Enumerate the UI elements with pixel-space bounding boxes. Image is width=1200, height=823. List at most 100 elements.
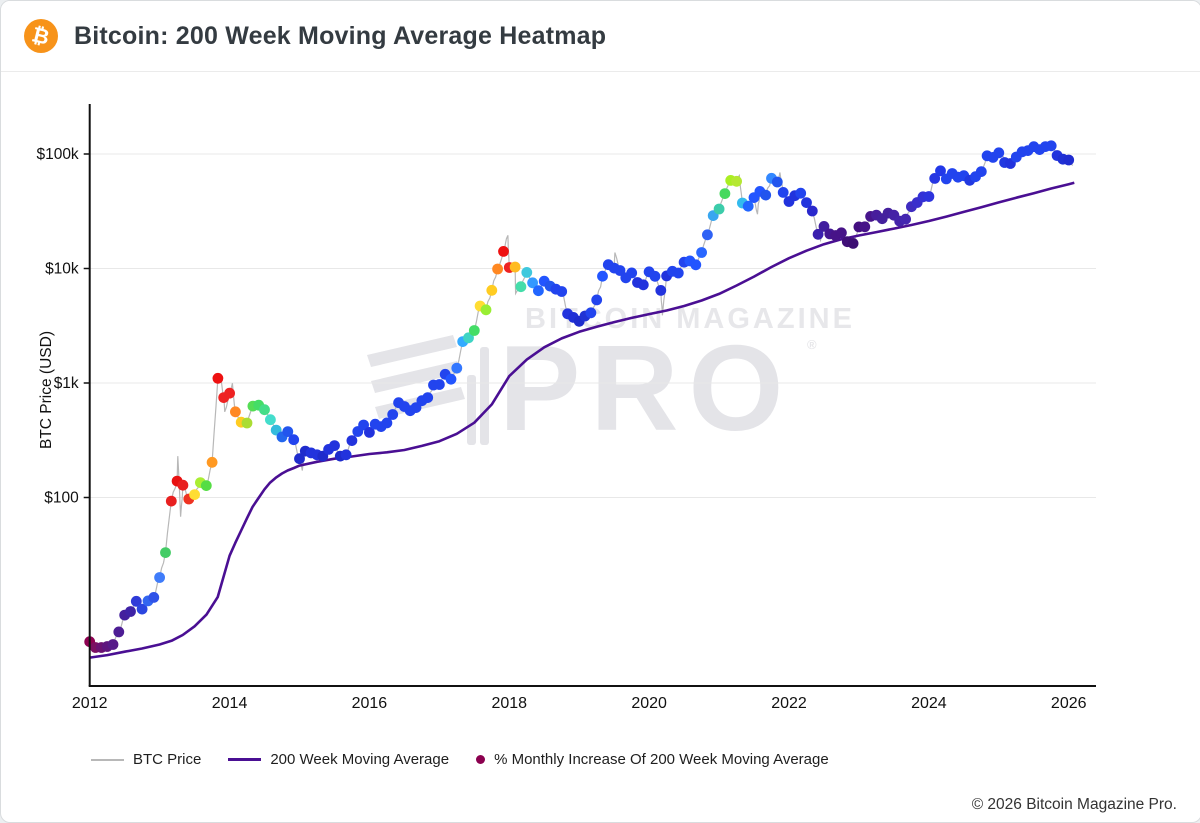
bitcoin-glyph: ₿ bbox=[29, 22, 53, 50]
heatmap-dot[interactable] bbox=[445, 373, 457, 385]
heatmap-dot[interactable] bbox=[591, 294, 603, 306]
heatmap-dot[interactable] bbox=[742, 200, 754, 212]
page-title: Bitcoin: 200 Week Moving Average Heatmap bbox=[74, 21, 607, 50]
y-tick-label: $10k bbox=[45, 261, 79, 278]
heatmap-dot[interactable] bbox=[509, 261, 521, 273]
heatmap-dot[interactable] bbox=[1063, 154, 1075, 166]
heatmap-dot[interactable] bbox=[801, 197, 812, 209]
heatmap-dot[interactable] bbox=[719, 188, 731, 200]
heatmap-dot[interactable] bbox=[468, 325, 480, 336]
heatmap-dot[interactable] bbox=[463, 332, 474, 344]
heatmap-dot[interactable] bbox=[702, 229, 713, 241]
heatmap-dot[interactable] bbox=[690, 259, 702, 271]
x-tick-label: 2022 bbox=[771, 695, 807, 712]
heatmap-dot[interactable] bbox=[935, 165, 946, 177]
heatmap-dot[interactable] bbox=[637, 279, 649, 291]
heatmap-dot[interactable] bbox=[527, 277, 538, 289]
heatmap-dot[interactable] bbox=[900, 213, 911, 225]
heatmap-dot[interactable] bbox=[498, 246, 509, 257]
heatmap-dot[interactable] bbox=[294, 453, 305, 465]
heatmap-dot[interactable] bbox=[165, 495, 177, 507]
heatmap-dot[interactable] bbox=[381, 417, 393, 429]
heatmap-dot[interactable] bbox=[672, 267, 684, 279]
heatmap-dot[interactable] bbox=[806, 205, 818, 217]
heatmap-dot[interactable] bbox=[713, 203, 725, 215]
heatmap-dot[interactable] bbox=[760, 189, 772, 201]
heatmap-dot[interactable] bbox=[486, 284, 498, 296]
legend-item-monthly-increase[interactable]: % Monthly Increase Of 200 Week Moving Av… bbox=[476, 751, 829, 768]
heatmap-dot[interactable] bbox=[340, 449, 352, 461]
y-tick-label: $1k bbox=[54, 375, 79, 392]
heatmap-dot[interactable] bbox=[125, 606, 136, 617]
heatmap-dot[interactable] bbox=[434, 379, 445, 390]
bitcoin-logo-icon: ₿ bbox=[24, 19, 58, 53]
legend-label: BTC Price bbox=[133, 751, 202, 768]
heatmap-dot[interactable] bbox=[836, 227, 847, 239]
legend-item-200wma[interactable]: 200 Week Moving Average bbox=[228, 751, 449, 768]
x-tick-label: 2026 bbox=[1051, 695, 1087, 712]
heatmap-dot[interactable] bbox=[177, 479, 189, 491]
wma-line bbox=[89, 181, 1075, 659]
x-tick-label: 2014 bbox=[212, 695, 248, 712]
heatmap-dot[interactable] bbox=[847, 238, 859, 249]
heatmap-dot[interactable] bbox=[492, 263, 503, 275]
heatmap-dot[interactable] bbox=[585, 307, 597, 319]
heatmap-dot[interactable] bbox=[812, 228, 824, 240]
y-tick-label: $100k bbox=[36, 146, 78, 163]
heatmap-dot[interactable] bbox=[521, 267, 533, 278]
legend-label: % Monthly Increase Of 200 Week Moving Av… bbox=[494, 751, 829, 768]
heatmap-dot[interactable] bbox=[975, 166, 987, 178]
heatmap-dot[interactable] bbox=[136, 603, 148, 615]
heatmap-dot[interactable] bbox=[200, 480, 212, 491]
heatmap-dot[interactable] bbox=[515, 281, 527, 293]
heatmap-dot[interactable] bbox=[130, 595, 142, 607]
heatmap-dot[interactable] bbox=[451, 362, 463, 374]
heatmap-dot[interactable] bbox=[923, 191, 935, 202]
heatmap-dot[interactable] bbox=[1045, 140, 1057, 152]
heatmap-dot[interactable] bbox=[533, 285, 544, 297]
heatmap-dot[interactable] bbox=[241, 417, 253, 429]
heatmap-dot[interactable] bbox=[346, 435, 358, 446]
heatmap-dot[interactable] bbox=[358, 419, 369, 431]
heatmap-dot[interactable] bbox=[230, 406, 241, 418]
heatmap-dot[interactable] bbox=[160, 547, 171, 558]
x-tick-label: 2012 bbox=[72, 695, 108, 712]
heatmap-dot[interactable] bbox=[795, 187, 807, 199]
heatmap-dot[interactable] bbox=[329, 440, 340, 451]
heatmap-dot[interactable] bbox=[259, 404, 270, 416]
heatmap-dot[interactable] bbox=[265, 414, 276, 426]
heatmap-dot[interactable] bbox=[626, 267, 638, 279]
heatmap-dot[interactable] bbox=[771, 176, 783, 188]
wma-line-swatch bbox=[228, 758, 262, 761]
heatmap-dot[interactable] bbox=[148, 592, 160, 603]
chart-legend: BTC Price 200 Week Moving Average % Mont… bbox=[91, 751, 829, 768]
heatmap-dot[interactable] bbox=[282, 426, 294, 437]
heatmap-dot[interactable] bbox=[189, 489, 201, 500]
heatmap-dot[interactable] bbox=[649, 270, 661, 282]
heatmap-dot[interactable] bbox=[597, 270, 608, 282]
heatmap-dot[interactable] bbox=[696, 247, 707, 258]
heatmap-dot[interactable] bbox=[422, 392, 434, 403]
heatmap-dot[interactable] bbox=[614, 265, 626, 276]
heatmap-dot[interactable] bbox=[480, 304, 492, 316]
heatmap-dot[interactable] bbox=[206, 456, 218, 468]
heatmap-dot[interactable] bbox=[929, 173, 941, 184]
heatmap-dot[interactable] bbox=[777, 187, 789, 198]
x-tick-label: 2016 bbox=[352, 695, 388, 712]
heatmap-dot[interactable] bbox=[818, 221, 830, 232]
heatmap-dot[interactable] bbox=[212, 372, 224, 384]
heatmap-dot[interactable] bbox=[655, 285, 667, 296]
heatmap-dot[interactable] bbox=[387, 409, 399, 420]
heatmap-dot[interactable] bbox=[993, 147, 1005, 159]
heatmap-dot[interactable] bbox=[731, 175, 742, 187]
heatmap-dot[interactable] bbox=[107, 639, 119, 650]
heatmap-dot[interactable] bbox=[113, 626, 125, 638]
heatmap-dot[interactable] bbox=[859, 221, 871, 233]
heatmap-dot[interactable] bbox=[224, 387, 236, 399]
legend-item-btc-price[interactable]: BTC Price bbox=[91, 751, 201, 768]
heatmap-dot[interactable] bbox=[154, 572, 166, 583]
heatmap-dot[interactable] bbox=[556, 286, 568, 297]
heatmap-dot[interactable] bbox=[364, 427, 375, 438]
heatmap-dot[interactable] bbox=[288, 434, 300, 446]
